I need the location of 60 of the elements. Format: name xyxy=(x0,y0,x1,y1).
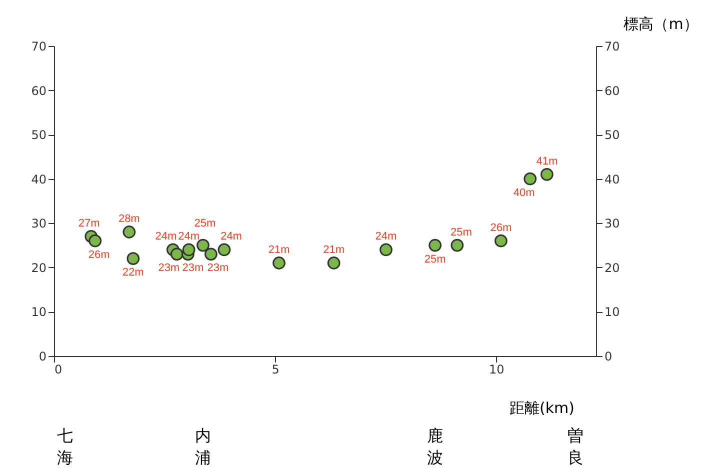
point xyxy=(450,238,464,252)
data-label: 24m xyxy=(178,230,200,243)
y2-tick-label: 70 xyxy=(604,40,620,54)
y-tick-label: 60 xyxy=(31,84,46,98)
data-label: 25m xyxy=(450,226,472,238)
point xyxy=(494,234,508,248)
point xyxy=(327,256,340,270)
data-label: 24m xyxy=(220,230,242,243)
data-label: 21m xyxy=(323,244,345,256)
data-label: 25m xyxy=(424,253,446,266)
x-tick-label: 0 xyxy=(54,362,62,376)
y2-tick-label: 10 xyxy=(604,305,620,320)
y-tick-label: 10 xyxy=(31,305,46,320)
data-label: 41m xyxy=(536,155,558,168)
y2-tick-label: 40 xyxy=(604,172,620,186)
point xyxy=(204,248,218,261)
point xyxy=(122,226,136,238)
text: 内浦 xyxy=(194,426,211,467)
data-label: 23m xyxy=(207,262,229,274)
y-tick-label: 50 xyxy=(31,128,46,142)
y-tick-label: 30 xyxy=(31,216,46,231)
point xyxy=(88,234,102,248)
point xyxy=(182,243,196,256)
point xyxy=(170,248,184,261)
data-label: 24m xyxy=(375,230,397,243)
text: 曽良 xyxy=(568,426,584,467)
text: 七海 xyxy=(57,426,74,467)
point xyxy=(380,243,392,256)
data-label: 23m xyxy=(158,262,180,274)
y2-tick-label: 0 xyxy=(604,350,612,364)
point xyxy=(524,172,537,186)
data-label: 25m xyxy=(194,217,216,230)
data-label: 28m xyxy=(118,213,140,225)
point xyxy=(428,238,442,252)
data-label: 26m xyxy=(490,222,512,234)
y2-tick-label: 50 xyxy=(604,128,620,142)
point xyxy=(272,256,286,270)
text: 鹿波 xyxy=(427,426,444,467)
y2-axis-title: 標高（m） xyxy=(624,15,698,33)
y2-tick-label: 60 xyxy=(604,84,620,98)
data-label: 23m xyxy=(182,262,204,274)
x-axis-title: 距離(km) xyxy=(509,399,575,417)
data-label: 26m xyxy=(88,248,110,261)
y-tick-label: 70 xyxy=(31,40,46,54)
data-label: 40m xyxy=(513,186,535,199)
data-label: 21m xyxy=(268,244,290,256)
y-tick-label: 40 xyxy=(31,172,46,186)
point xyxy=(218,243,231,256)
data-label: 27m xyxy=(78,217,100,230)
data-label: 22m xyxy=(122,266,144,279)
x-tick-label: 10 xyxy=(488,362,504,376)
data-label: 24m xyxy=(155,230,177,243)
y-tick-label: 20 xyxy=(31,260,46,275)
y2-tick-label: 20 xyxy=(604,260,620,275)
y2-tick-label: 30 xyxy=(604,216,620,231)
point xyxy=(196,238,210,252)
y-tick-label: 0 xyxy=(38,350,46,364)
point xyxy=(126,252,140,266)
point xyxy=(540,168,554,181)
x-tick-label: 5 xyxy=(272,362,280,376)
